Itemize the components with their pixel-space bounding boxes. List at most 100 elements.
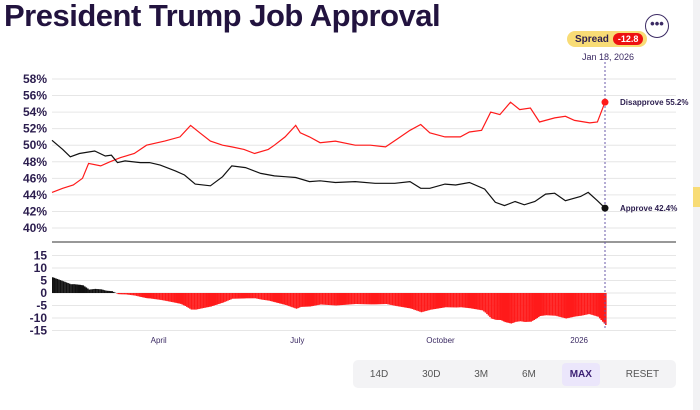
spread-bar: [237, 293, 240, 299]
spread-bar: [537, 293, 540, 318]
spread-bar: [93, 289, 95, 293]
spread-bar: [79, 284, 82, 293]
spread-bar: [275, 293, 278, 303]
spread-badge: Spread -12.8: [567, 31, 648, 47]
spread-bar: [582, 293, 584, 316]
spread-bar: [393, 293, 395, 306]
ellipsis-icon[interactable]: •••: [645, 14, 669, 38]
spread-bar: [346, 293, 348, 305]
spread-bar: [122, 293, 124, 295]
spread-bar: [304, 293, 307, 307]
spread-bar: [425, 293, 427, 311]
spread-bar: [211, 293, 214, 306]
spread-bar: [265, 293, 267, 301]
spread-bar: [381, 293, 383, 305]
range-6m-button[interactable]: 6M: [521, 368, 536, 380]
y-tick-label: 56%: [23, 89, 47, 103]
spread-y-tick-label: -5: [36, 299, 47, 313]
spread-bar: [199, 293, 202, 309]
spread-bar: [600, 293, 603, 321]
spread-bar: [374, 293, 377, 305]
spread-bar: [332, 293, 334, 306]
spread-bar: [502, 293, 505, 322]
spread-bar: [579, 293, 581, 316]
spread-bar: [131, 293, 133, 296]
reset-button[interactable]: RESET: [625, 368, 660, 380]
spread-bar: [183, 293, 185, 306]
spread-bar: [137, 293, 139, 297]
y-tick-label: 52%: [23, 122, 47, 136]
spread-bar: [300, 293, 302, 307]
spread-y-tick-label: 5: [40, 274, 47, 288]
spread-bar: [154, 293, 156, 300]
spread-bar: [266, 293, 269, 301]
spread-bar: [68, 283, 71, 293]
spread-bar: [592, 293, 595, 316]
spread-bar: [368, 293, 371, 305]
spread-bar: [193, 293, 196, 310]
spread-bar: [149, 293, 152, 299]
spread-bar: [292, 293, 295, 308]
spread-bar: [504, 293, 507, 323]
spread-bar: [396, 293, 398, 307]
spread-bar: [434, 293, 436, 309]
spread-y-tick-label: 10: [34, 261, 48, 275]
range-max-button[interactable]: MAX: [561, 362, 600, 386]
spread-bar: [138, 293, 141, 297]
spread-bar: [601, 293, 604, 322]
spread-bar: [187, 293, 190, 308]
spread-bar: [533, 293, 535, 320]
spread-bar: [452, 293, 455, 308]
spread-bar: [161, 293, 164, 301]
spread-bar: [563, 293, 566, 319]
spread-bar: [225, 293, 228, 302]
series-line-approve: [51, 139, 606, 209]
spread-bar: [295, 293, 298, 309]
spread-bar: [486, 293, 488, 315]
spread-bar: [96, 288, 98, 293]
spread-bar: [466, 293, 468, 308]
spread-bar: [437, 293, 440, 309]
spread-bar: [577, 293, 580, 317]
spread-bar: [446, 293, 449, 308]
spread-bar: [554, 293, 557, 316]
spread-bar: [473, 293, 476, 310]
spread-bar: [254, 293, 257, 299]
spread-bar: [355, 293, 357, 304]
spread-bar: [221, 293, 223, 303]
spread-value: -12.8: [612, 33, 644, 45]
y-tick-label: 50%: [23, 138, 47, 152]
spread-bar: [189, 293, 191, 309]
y-tick-label: 54%: [23, 105, 47, 119]
range-30d-button[interactable]: 30D: [422, 368, 441, 380]
spread-bar: [556, 293, 558, 317]
spread-bar: [88, 289, 91, 293]
spread-bar: [387, 293, 389, 305]
spread-bar: [536, 293, 539, 319]
spread-bar: [278, 293, 281, 304]
spread-bar: [218, 293, 220, 304]
spread-bar: [530, 293, 532, 322]
spread-bar: [83, 286, 86, 293]
spread-bar: [365, 293, 368, 305]
spread-bar: [141, 293, 144, 298]
spread-bar: [569, 293, 572, 318]
spread-label: Spread: [575, 33, 609, 45]
range-3m-button[interactable]: 3M: [474, 368, 489, 380]
spread-bar: [472, 293, 475, 309]
spread-bar: [480, 293, 482, 311]
spread-bar: [551, 293, 554, 316]
x-tick-label: April: [151, 336, 167, 345]
spread-bar: [112, 291, 115, 293]
spread-bar: [53, 277, 56, 293]
spread-bar: [140, 293, 142, 297]
spread-bar: [496, 293, 499, 320]
spread-bar: [426, 293, 429, 311]
spread-bar: [67, 283, 69, 293]
page-title: President Trump Job Approval: [4, 0, 441, 33]
spread-bar: [201, 293, 203, 309]
range-14d-button[interactable]: 14D: [369, 368, 389, 380]
spread-bar: [443, 293, 446, 308]
spread-bar: [268, 293, 270, 301]
